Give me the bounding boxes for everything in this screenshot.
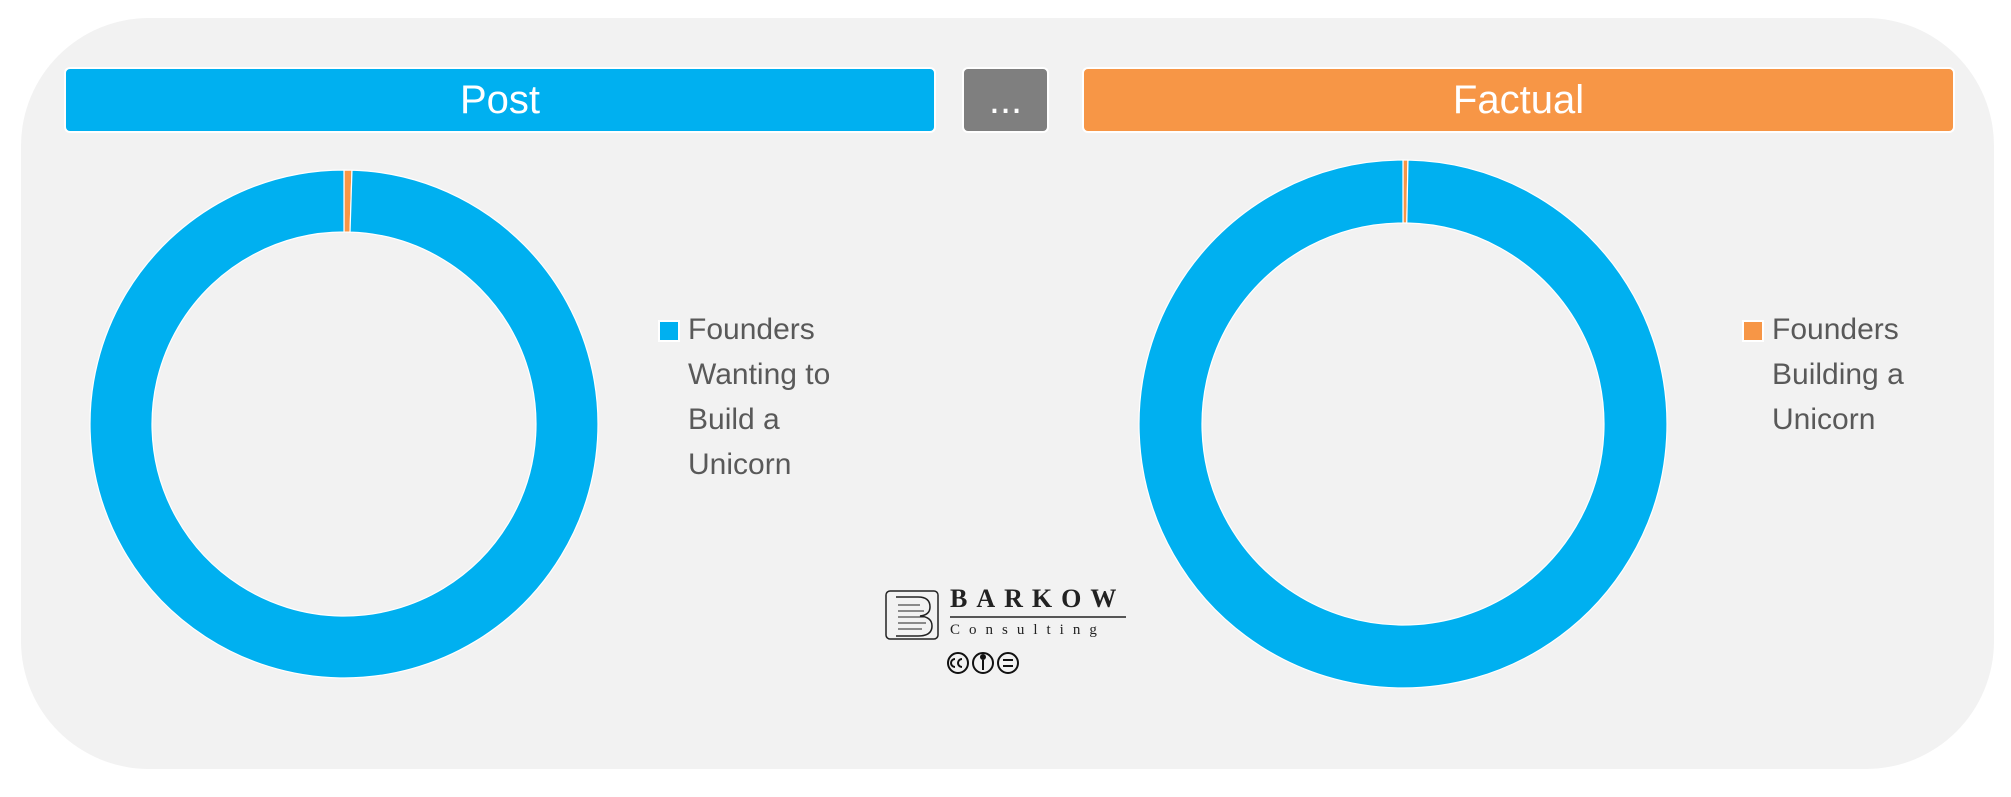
legend-swatch [1742,320,1764,342]
chart-title: Post [64,67,936,133]
legend-label: Founders Wanting to Build a Unicorn [688,313,831,481]
donut-slice [1138,159,1668,689]
legend-swatch [658,320,680,342]
logo-icon [885,590,1126,640]
license-icons [947,652,1019,674]
logo-tagline: Consulting [950,622,1106,638]
donut-slice [89,169,599,679]
legend-label: Founders Building a Unicorn [1772,313,1904,436]
chart-title: Factual [1082,67,1955,133]
logo-name: BARKOW [950,584,1126,613]
more-button[interactable]: ... [962,67,1049,133]
